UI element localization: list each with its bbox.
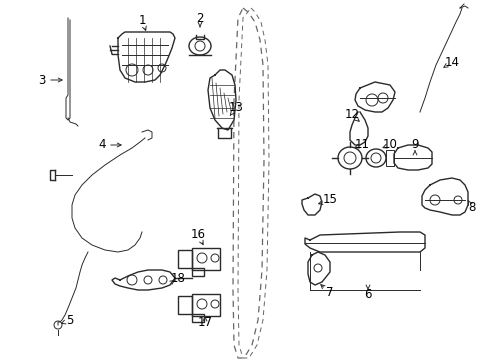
Bar — [192, 248, 220, 270]
Text: 15: 15 — [322, 193, 337, 207]
Text: 8: 8 — [468, 202, 475, 215]
Text: 12: 12 — [344, 108, 359, 121]
Text: 6: 6 — [364, 288, 371, 301]
Text: 4: 4 — [98, 139, 105, 152]
Bar — [192, 294, 220, 316]
Text: 17: 17 — [197, 316, 212, 329]
Bar — [178, 296, 192, 314]
Text: 10: 10 — [382, 139, 397, 152]
Text: 3: 3 — [38, 73, 45, 86]
Text: 13: 13 — [228, 102, 243, 114]
Text: 14: 14 — [444, 55, 459, 68]
Bar — [192, 268, 203, 276]
Text: 18: 18 — [170, 271, 185, 284]
Text: 7: 7 — [325, 287, 333, 300]
Text: 16: 16 — [190, 229, 205, 242]
Bar — [178, 250, 192, 268]
Text: 1: 1 — [138, 13, 145, 27]
Text: 11: 11 — [354, 139, 369, 152]
Bar — [385, 150, 393, 166]
Text: 2: 2 — [196, 12, 203, 24]
Text: 5: 5 — [66, 314, 74, 327]
Bar — [192, 314, 203, 322]
Text: 9: 9 — [410, 139, 418, 152]
